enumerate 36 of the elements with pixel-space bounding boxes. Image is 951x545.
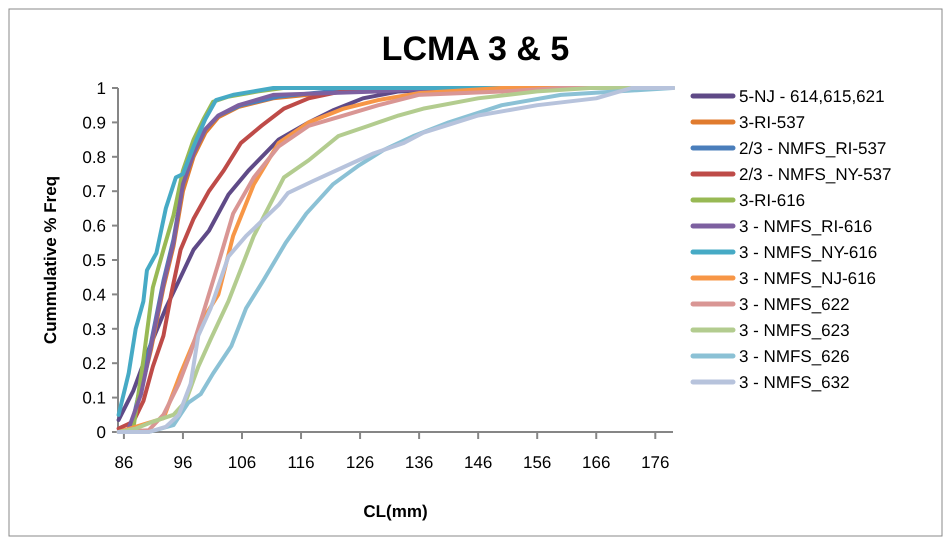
y-tick-label: 0.1: [82, 388, 106, 408]
x-tick-label: 86: [114, 453, 134, 472]
x-tick-label: 176: [641, 453, 670, 472]
y-tick-label: 0.6: [82, 216, 106, 236]
y-tick-label: 0: [96, 422, 106, 442]
y-tick-label: 0.9: [82, 113, 106, 132]
y-tick-label: 0.7: [82, 182, 106, 202]
legend-label: 2/3 - NMFS_NY-537: [739, 164, 892, 184]
legend-label: 3 - NMFS_626: [739, 346, 850, 366]
x-tick-label: 166: [582, 453, 610, 472]
y-tick-label: 0.2: [82, 354, 106, 374]
x-tick-label: 126: [346, 453, 374, 472]
y-tick-label: 0.8: [82, 148, 106, 167]
chart-title: LCMA 3 & 5: [382, 30, 570, 68]
legend-label: 3 - NMFS_623: [739, 320, 850, 340]
y-axis-title: Cummulative % Freq: [41, 176, 60, 344]
x-tick-label: 106: [228, 453, 256, 472]
y-tick-label: 1: [96, 78, 106, 98]
y-tick-label: 0.3: [82, 320, 106, 339]
legend-label: 3 - NMFS_632: [739, 372, 850, 392]
legend-label: 3 - NMFS_NJ-616: [739, 268, 876, 288]
x-tick-label: 156: [523, 453, 552, 472]
y-tick-label: 0.4: [82, 285, 106, 304]
legend-label: 2/3 - NMFS_RI-537: [739, 138, 886, 158]
legend-label: 3 - NMFS_622: [739, 294, 850, 314]
x-axis-title: CL(mm): [363, 502, 428, 521]
x-tick-label: 136: [404, 453, 434, 472]
legend-label: 3 - NMFS_NY-616: [739, 242, 878, 262]
x-tick-label: 146: [464, 453, 492, 472]
x-tick-label: 116: [287, 453, 315, 472]
legend-label: 5-NJ - 614,615,621: [739, 86, 885, 106]
legend-label: 3-RI-537: [739, 112, 806, 132]
y-tick-label: 0.5: [82, 250, 106, 270]
legend-label: 3 - NMFS_RI-616: [739, 216, 872, 236]
x-tick-label: 96: [173, 453, 192, 472]
legend-label: 3-RI-616: [739, 190, 806, 210]
